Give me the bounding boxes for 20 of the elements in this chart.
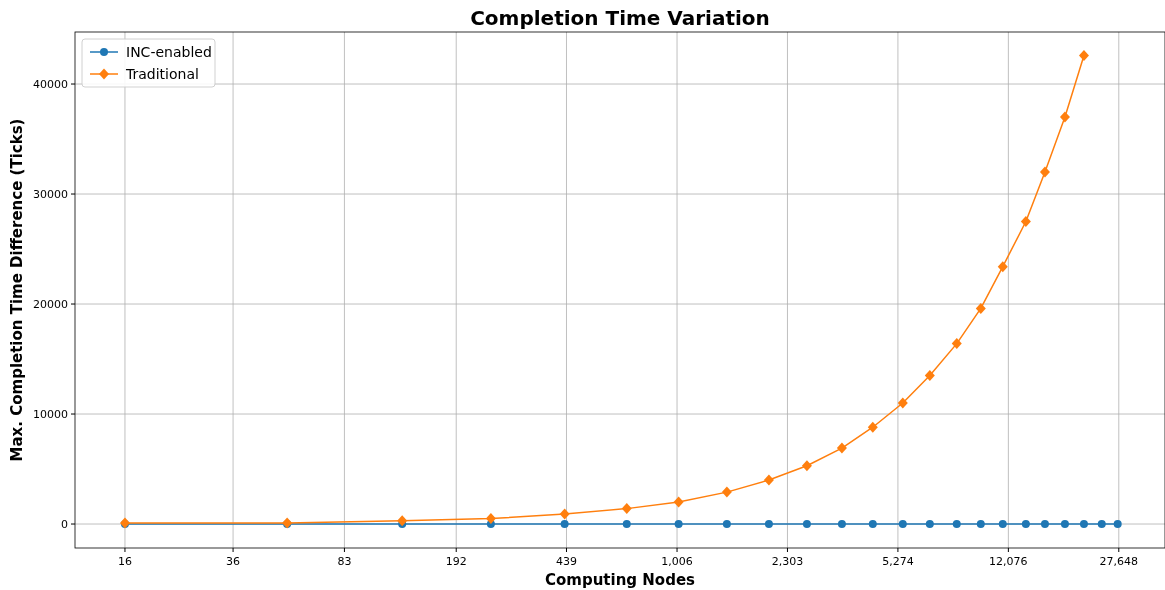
x-tick-label: 439: [555, 555, 577, 568]
x-axis-title: Computing Nodes: [544, 571, 696, 589]
x-tick-label: 5,274: [882, 555, 914, 568]
x-tick-label: 83: [337, 555, 352, 568]
x-tick-label: 36: [226, 555, 241, 568]
legend-label: Traditional: [125, 65, 199, 82]
x-tick-label: 27,648: [1099, 555, 1139, 568]
y-tick-label: 20000: [33, 297, 68, 311]
y-tick-label: 40000: [33, 77, 68, 91]
x-tick-label: 1,006: [661, 555, 693, 568]
legend-label: INC-enabled: [126, 43, 212, 60]
y-tick-label: 30000: [33, 187, 68, 201]
x-tick-label: 16: [117, 555, 132, 568]
x-tick-label: 2,303: [771, 555, 804, 568]
chart-title: Completion Time Variation: [470, 6, 770, 30]
y-tick-label: 0: [61, 517, 68, 531]
x-tick-label: 12,076: [989, 555, 1028, 568]
x-tick-label: 192: [445, 555, 467, 568]
y-axis-title: Max. Completion Time Difference (Ticks): [8, 118, 26, 462]
y-tick-label: 10000: [33, 407, 68, 421]
